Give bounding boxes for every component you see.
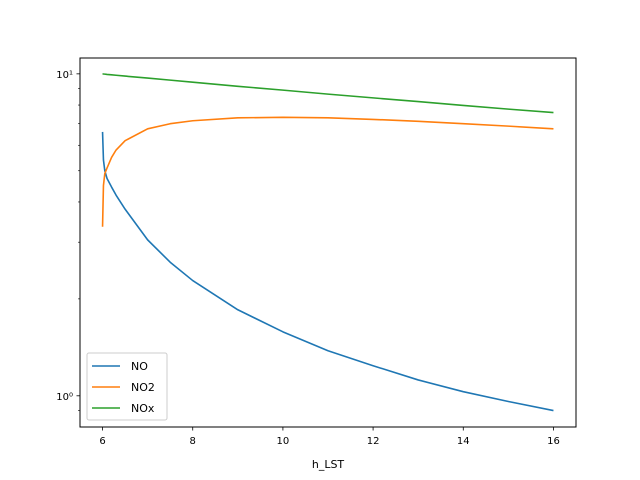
y-axis-ticks: 10⁰ 10¹ [56, 70, 80, 411]
x-tick-label: 14 [457, 436, 470, 447]
x-tick-label: 12 [367, 436, 380, 447]
plot-frame [79, 57, 577, 428]
legend-box [86, 352, 168, 421]
series-line-no [101, 131, 554, 412]
series-line-no2 [101, 116, 554, 227]
y-tick-label: 10¹ [56, 70, 73, 81]
series-layer [101, 73, 554, 412]
legend: NO NO2 NOx [86, 352, 168, 421]
series-line-nox [102, 73, 554, 114]
x-tick-label: 6 [99, 436, 105, 447]
legend-label-no2: NO2 [131, 381, 155, 394]
x-tick-label: 10 [277, 436, 290, 447]
x-tick-label: 8 [190, 436, 196, 447]
legend-label-no: NO [131, 360, 148, 373]
y-tick-label: 10⁰ [56, 392, 73, 403]
x-axis-label: h_LST [312, 458, 345, 471]
x-axis-ticks: 6 8 10 12 14 16 [99, 427, 560, 447]
x-tick-label: 16 [547, 436, 560, 447]
legend-label-nox: NOx [131, 402, 155, 415]
